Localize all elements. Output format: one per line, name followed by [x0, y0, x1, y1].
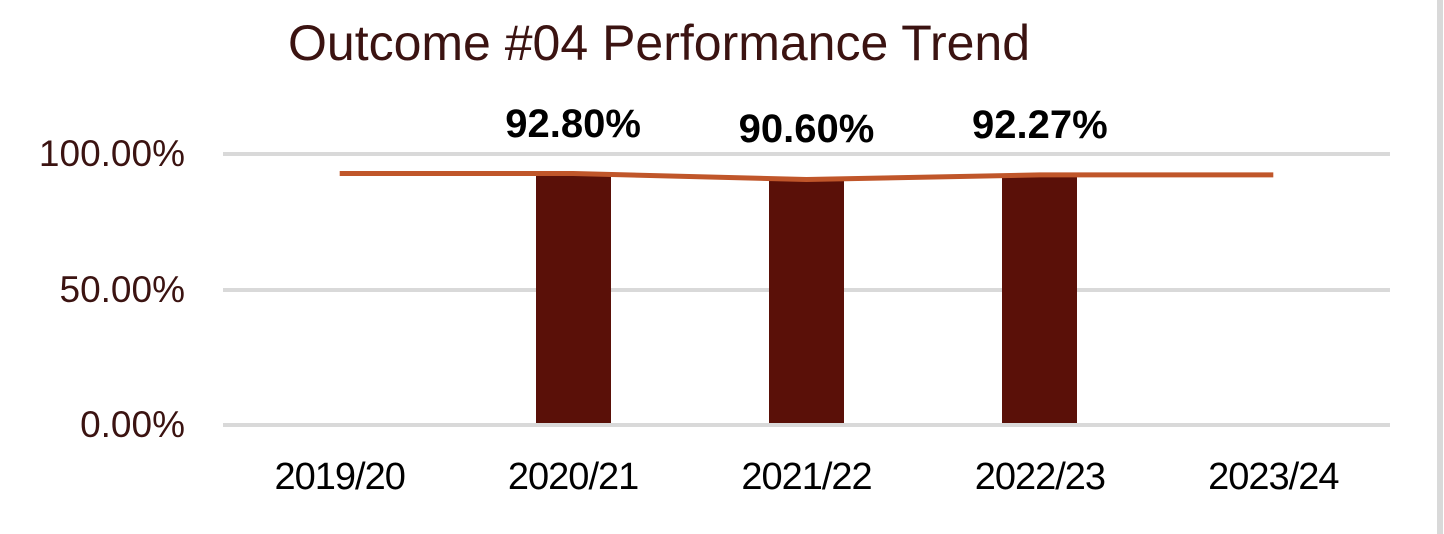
x-tick-label-2022-23: 2022/23	[974, 456, 1106, 498]
y-tick-label-0: 0.00%	[80, 404, 185, 445]
bar-2022-23	[1002, 174, 1078, 423]
x-tick-label-2020-21: 2020/21	[507, 456, 639, 498]
gridline-0	[223, 423, 1390, 427]
page-edge-strip	[1437, 0, 1443, 534]
y-tick-label-50: 50.00%	[59, 268, 186, 310]
x-tick-label-2019-20: 2019/20	[274, 456, 406, 498]
gridline-100	[223, 152, 1390, 156]
x-tick-label-2023-24: 2023/24	[1208, 456, 1339, 498]
bar-2020-21	[535, 173, 611, 423]
bar-2021-22	[769, 179, 844, 423]
x-tick-label-2021-22: 2021/22	[741, 456, 872, 498]
data-label-2022-23: 92.27%	[972, 102, 1108, 147]
data-label-2020-21: 92.80%	[505, 101, 641, 146]
data-label-2021-22: 90.60%	[738, 107, 875, 152]
chart-title: Outcome #04 Performance Trend	[288, 15, 1031, 71]
y-tick-label-100: 100.00%	[38, 133, 185, 174]
